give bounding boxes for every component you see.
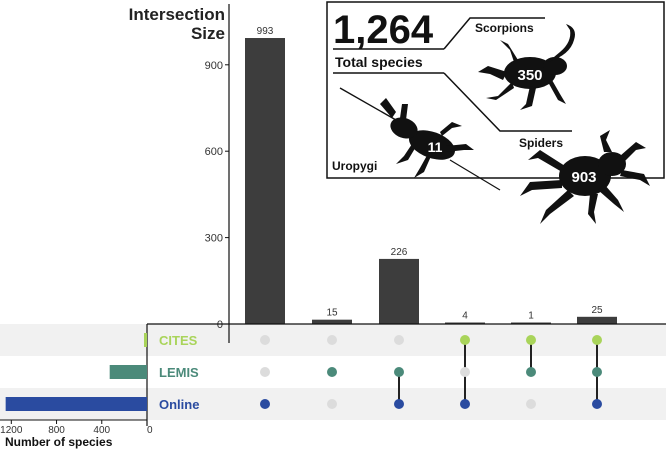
- intersection-bar-label: 25: [591, 305, 603, 316]
- y-tick-label: 600: [205, 146, 223, 158]
- y-axis-title-line1: Intersection: [129, 5, 225, 24]
- intersection-bar: [445, 322, 485, 324]
- inset-total: 1,264: [333, 8, 434, 52]
- matrix-dot-filled: [394, 399, 404, 409]
- matrix-dot-filled: [260, 399, 270, 409]
- inset-spiders-count: 903: [571, 169, 596, 186]
- set-size-bar: [144, 333, 147, 347]
- y-axis-ticks: 0 300 600 900: [205, 60, 229, 331]
- intersection-bar-label: 15: [326, 308, 338, 319]
- intersection-bar-label: 4: [462, 311, 468, 322]
- matrix-dot-filled: [394, 367, 404, 377]
- inset-spiders-label: Spiders: [519, 136, 563, 150]
- whip-scorpion-icon: [339, 87, 501, 191]
- y-axis-title-line2: Size: [191, 24, 225, 43]
- y-tick-label: 0: [217, 319, 223, 331]
- matrix-dot-filled: [592, 367, 602, 377]
- intersection-bar-label: 1: [528, 311, 534, 322]
- inset-uropygi-label: Uropygi: [332, 159, 377, 173]
- scorpions-connector: [443, 17, 545, 50]
- set-label: LEMIS: [159, 365, 199, 380]
- matrix-dot-filled: [526, 335, 536, 345]
- set-size-axis: 1200 800 400 0: [0, 419, 153, 436]
- matrix-dot-empty: [260, 335, 270, 345]
- matrix-dot-filled: [526, 367, 536, 377]
- matrix-dot-empty: [327, 399, 337, 409]
- set-size-tick-label: 800: [48, 425, 65, 436]
- inset-scorpions-count: 350: [517, 67, 542, 84]
- spiders-connector: [443, 72, 572, 132]
- set-label: CITES: [159, 333, 198, 348]
- set-size-axis-title: Number of species: [5, 435, 113, 449]
- intersection-bar-label: 226: [391, 247, 408, 258]
- set-labels: CITES LEMIS Online: [159, 333, 199, 412]
- set-size-tick-label: 0: [147, 425, 153, 436]
- matrix-dot-empty: [460, 367, 470, 377]
- intersection-bar: [511, 322, 551, 324]
- matrix-dot-empty: [526, 399, 536, 409]
- intersection-bar: [379, 258, 419, 324]
- matrix-dot-empty: [260, 367, 270, 377]
- matrix-dot-filled: [460, 399, 470, 409]
- intersection-bar: [312, 319, 352, 324]
- species-inset: 1,264 Total species Scorpions 350: [326, 1, 665, 224]
- matrix-dot-filled: [592, 335, 602, 345]
- y-tick-label: 900: [205, 60, 223, 72]
- scorpion-icon: [478, 24, 575, 110]
- matrix-dot-filled: [592, 399, 602, 409]
- set-size-bar: [109, 365, 147, 379]
- inset-uropygi-count: 11: [428, 139, 443, 155]
- set-size-bars: [5, 333, 148, 411]
- set-size-tick-label: 1200: [0, 425, 23, 436]
- matrix-dot-empty: [327, 335, 337, 345]
- spider-icon: [520, 130, 650, 224]
- matrix-dot-empty: [394, 335, 404, 345]
- inset-scorpions-label: Scorpions: [475, 21, 534, 35]
- intersection-bar: [245, 38, 285, 325]
- set-size-bar: [5, 397, 148, 411]
- intersection-bar: [577, 316, 617, 324]
- intersection-bar-labels: 993 15 226 4 1 25: [257, 26, 603, 321]
- matrix-dot-filled: [460, 335, 470, 345]
- intersection-bars: [245, 38, 617, 325]
- intersection-bar-label: 993: [257, 26, 274, 37]
- intersection-matrix: [260, 335, 602, 409]
- inset-total-label: Total species: [335, 54, 423, 70]
- y-tick-label: 300: [205, 233, 223, 245]
- matrix-dot-filled: [327, 367, 337, 377]
- set-label: Online: [159, 397, 199, 412]
- set-size-tick-label: 400: [93, 425, 110, 436]
